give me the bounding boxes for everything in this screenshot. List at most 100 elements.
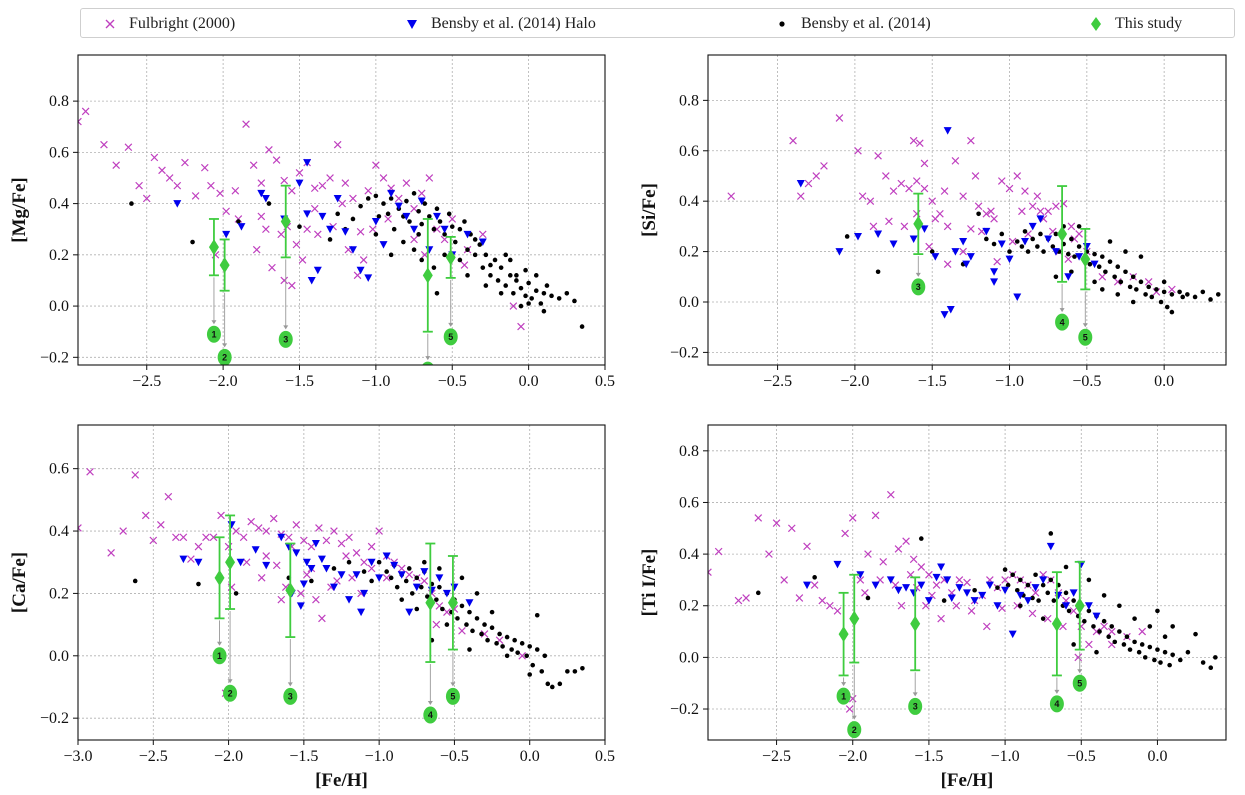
fulbright-point bbox=[967, 136, 975, 145]
halo-point bbox=[394, 202, 403, 211]
fulbright-point bbox=[518, 651, 527, 660]
fulbright-point bbox=[165, 174, 174, 182]
bensby-point bbox=[511, 290, 516, 296]
halo-point bbox=[352, 571, 361, 579]
bensby-point bbox=[489, 625, 495, 631]
study-label-bubble bbox=[908, 697, 923, 715]
fulbright-point bbox=[509, 302, 518, 310]
bensby-point bbox=[431, 265, 437, 270]
bensby-point bbox=[1177, 289, 1182, 295]
study-arrow-head bbox=[211, 320, 217, 325]
fulbright-point bbox=[925, 242, 933, 251]
fulbright-point bbox=[1098, 272, 1107, 281]
bensby-point bbox=[434, 597, 439, 602]
bensby-point bbox=[470, 628, 475, 634]
fulbright-point bbox=[1070, 235, 1079, 243]
cross-marker-icon bbox=[105, 19, 115, 29]
study-label-bubble bbox=[836, 687, 851, 705]
bensby-point bbox=[1040, 582, 1046, 588]
fulbright-point bbox=[1013, 601, 1022, 610]
bensby-point bbox=[527, 644, 533, 649]
halo-point bbox=[348, 246, 357, 254]
bensby-point bbox=[391, 226, 397, 232]
halo-point bbox=[909, 235, 918, 243]
halo-point bbox=[966, 253, 975, 261]
fulbright-point bbox=[342, 552, 350, 560]
fulbright-point bbox=[478, 230, 487, 239]
bensby-point bbox=[1018, 603, 1023, 609]
halo-point bbox=[833, 560, 842, 569]
study-label-text: 4 bbox=[1060, 317, 1065, 327]
bensby-point bbox=[434, 290, 440, 296]
study-label-text: 4 bbox=[1054, 699, 1059, 709]
diamond-marker-icon bbox=[1091, 17, 1101, 31]
halo-point bbox=[937, 563, 946, 572]
halo-point bbox=[387, 189, 396, 198]
bensby-point bbox=[1071, 598, 1076, 603]
halo-point bbox=[985, 581, 994, 590]
bensby-point bbox=[190, 239, 195, 245]
bensby-point bbox=[422, 559, 427, 565]
halo-point bbox=[307, 276, 316, 285]
fulbright-point bbox=[897, 179, 906, 188]
study-arrow-head bbox=[1054, 689, 1060, 694]
fulbright-point bbox=[1064, 255, 1073, 263]
study-label-text: 3 bbox=[916, 282, 921, 292]
bensby-point bbox=[507, 257, 513, 263]
fulbright-point bbox=[262, 552, 271, 560]
bensby-point bbox=[1112, 639, 1118, 645]
bensby-point bbox=[557, 681, 563, 687]
bensby-point bbox=[549, 293, 554, 299]
bensby-point bbox=[533, 288, 539, 294]
fulbright-point bbox=[1044, 207, 1053, 216]
y-axis-label: [Mg/Fe] bbox=[9, 177, 30, 242]
bensby-point bbox=[369, 578, 374, 584]
bensby-point bbox=[1130, 299, 1136, 305]
study-arrow-head bbox=[283, 325, 289, 330]
fulbright-point bbox=[135, 181, 143, 190]
bensby-point bbox=[381, 201, 386, 206]
halo-point bbox=[951, 248, 960, 256]
bensby-point bbox=[514, 273, 519, 278]
bensby-point bbox=[1010, 572, 1016, 578]
bensby-point bbox=[335, 211, 340, 217]
x-axis-label: [Fe/H] bbox=[941, 770, 994, 791]
x-tick-label: −0.5 bbox=[1067, 748, 1096, 765]
bensby-point bbox=[297, 224, 302, 229]
halo-point bbox=[371, 218, 380, 226]
bensby-point bbox=[1030, 236, 1036, 242]
halo-point bbox=[959, 238, 968, 246]
panel-si: 3 4 5 −2.5 −2.0 −1.5 −1.0 −0.5 0.0 −0.2 0.0 0.2 0.4 0… bbox=[639, 54, 1227, 390]
study-point bbox=[1057, 225, 1068, 242]
fulbright-point bbox=[864, 550, 872, 558]
halo-point bbox=[236, 558, 245, 567]
bensby-point bbox=[1087, 261, 1093, 267]
bensby-point bbox=[437, 584, 442, 590]
study-arrow-head bbox=[915, 272, 921, 277]
bensby-point bbox=[1092, 251, 1097, 257]
fulbright-point bbox=[356, 227, 365, 236]
bensby-point bbox=[1117, 603, 1122, 609]
fulbright-point bbox=[916, 139, 924, 148]
fulbright-point bbox=[1001, 576, 1009, 584]
study-point bbox=[838, 626, 849, 643]
bensby-point bbox=[462, 219, 467, 224]
fulbright-point bbox=[254, 524, 263, 532]
fulbright-point bbox=[173, 181, 182, 190]
x-tick-label: −2.0 bbox=[209, 373, 238, 390]
bensby-point bbox=[1099, 254, 1105, 259]
fulbright-point bbox=[277, 230, 285, 239]
bensby-point bbox=[477, 242, 483, 247]
halo-point bbox=[1005, 255, 1014, 264]
fulbright-point bbox=[420, 577, 429, 585]
plot-area-ti: 1 2 3 4 5 bbox=[708, 490, 1218, 739]
bensby-point bbox=[875, 269, 881, 275]
bensby-point bbox=[399, 597, 405, 602]
bensby-point bbox=[403, 578, 409, 584]
bensby-point bbox=[474, 616, 480, 621]
bensby-point bbox=[1019, 244, 1025, 249]
down-triangle-marker-icon bbox=[407, 20, 417, 29]
fulbright-point bbox=[772, 519, 781, 527]
halo-point bbox=[920, 225, 929, 233]
bensby-point bbox=[1185, 649, 1191, 655]
